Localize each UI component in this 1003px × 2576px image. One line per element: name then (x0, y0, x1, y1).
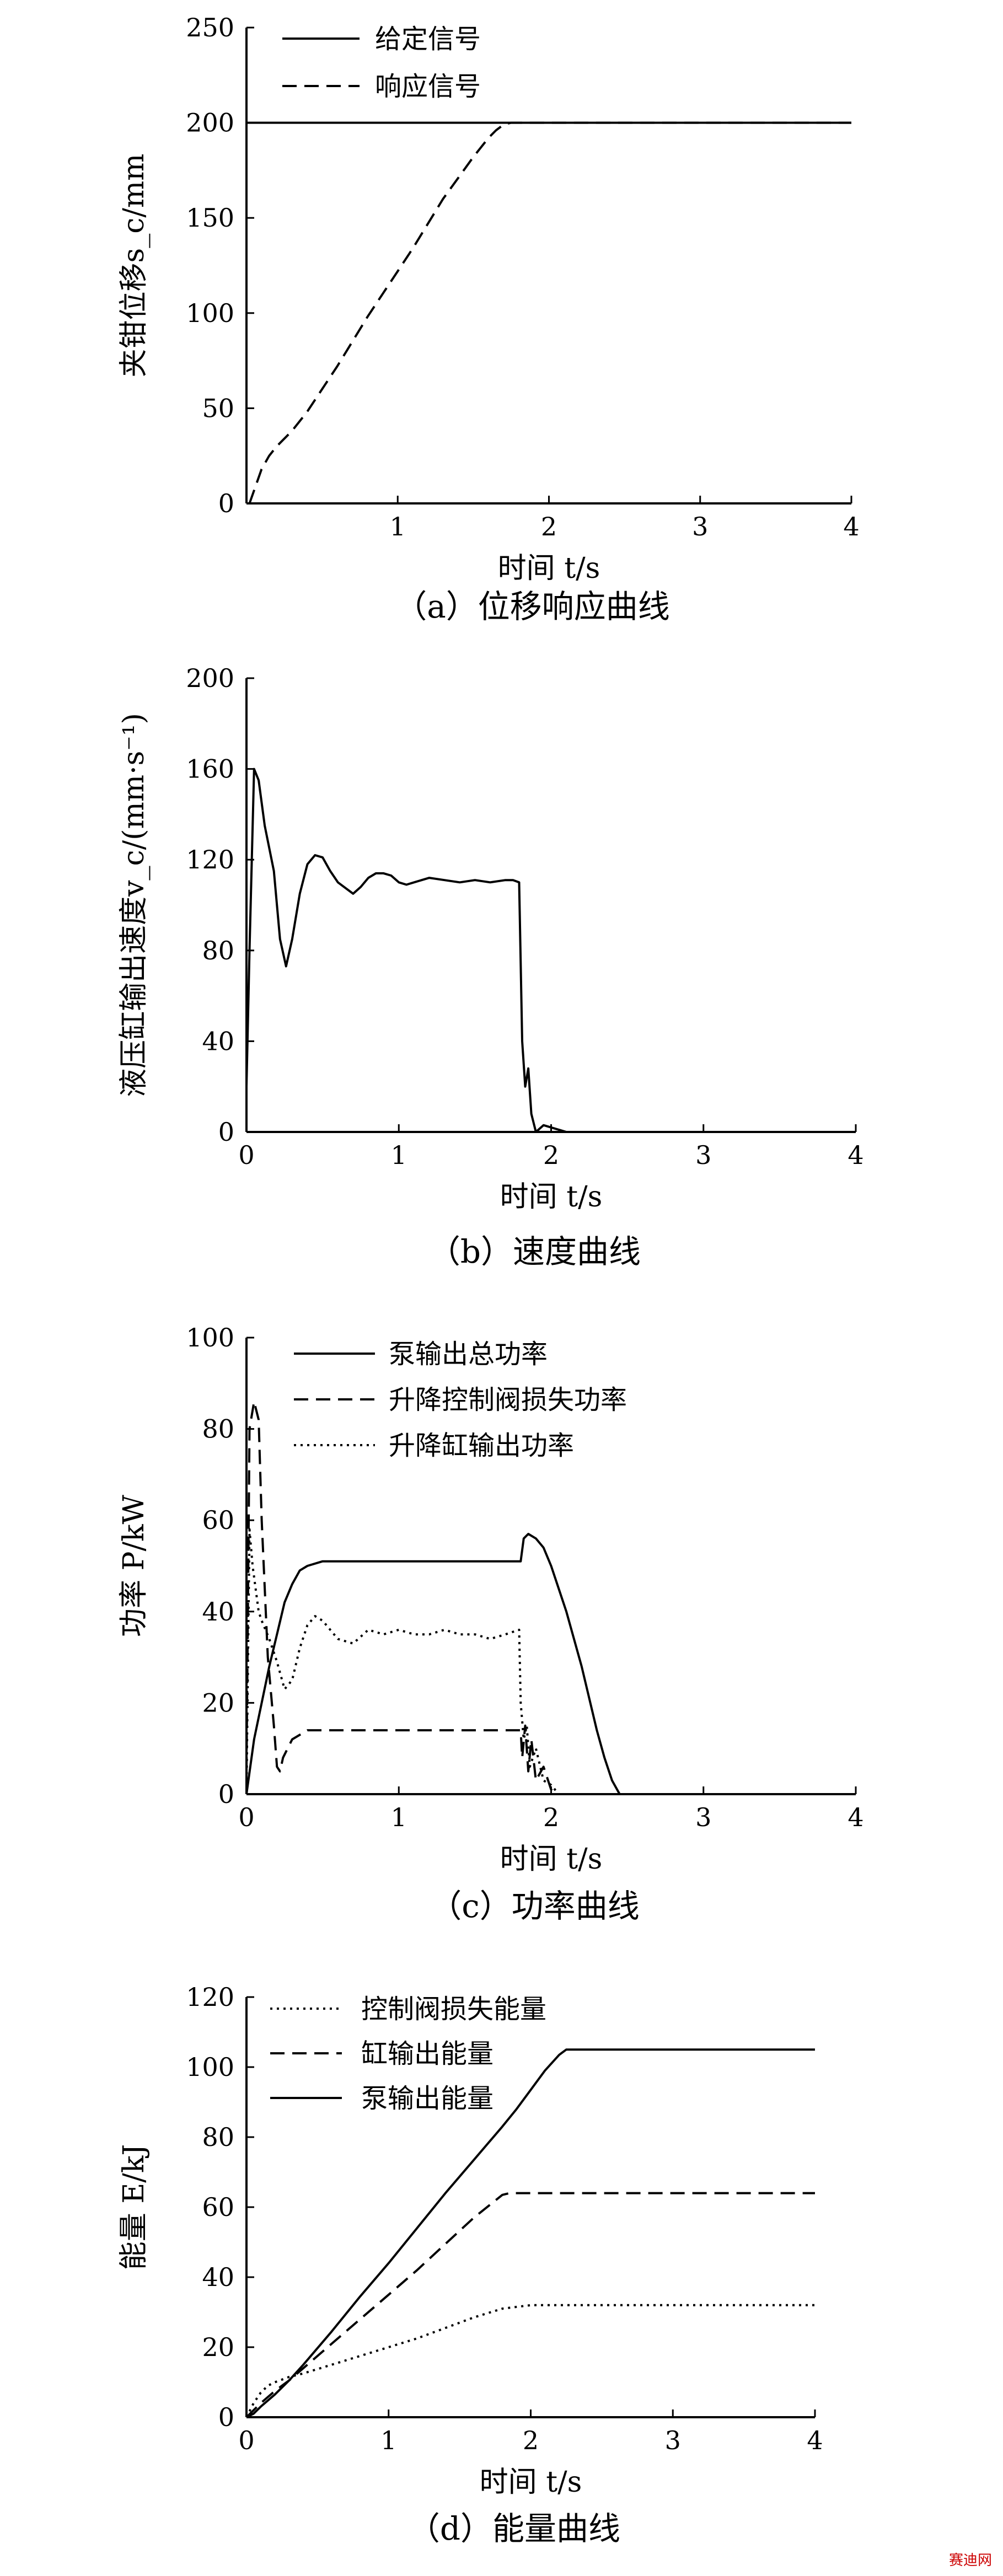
legend-entry: 泵输出总功率 (389, 1339, 548, 1370)
legend-entry: 升降缸输出功率 (389, 1430, 574, 1461)
x-tick-label: 4 (848, 1140, 863, 1170)
y-tick-label: 80 (202, 1414, 234, 1444)
y-tick-label: 100 (186, 2052, 234, 2082)
x-tick-label: 0 (238, 1140, 254, 1170)
x-tick-label: 1 (391, 1802, 407, 1832)
y-tick-label: 60 (202, 1505, 234, 1535)
series-line-1 (248, 121, 851, 504)
y-tick-label: 0 (218, 1779, 234, 1809)
series-line-0 (245, 1533, 856, 1795)
y-tick-label: 100 (186, 298, 234, 328)
legend-entry: 泵输出能量 (361, 2083, 494, 2114)
x-tick-label: 3 (665, 2425, 681, 2455)
legend-entry: 响应信号 (375, 71, 481, 102)
y-axis-label: 能量 E/kJ (117, 2144, 151, 2270)
y-tick-label: 20 (202, 2332, 234, 2362)
x-tick-label: 2 (543, 1140, 559, 1170)
series-line-2 (246, 2048, 815, 2418)
x-tick-label: 1 (380, 2425, 396, 2455)
x-tick-label: 3 (695, 1802, 711, 1832)
x-axis-label: 时间 t/s (500, 1180, 603, 1214)
x-axis-label: 时间 t/s (498, 552, 600, 585)
x-tick-label: 1 (391, 1140, 407, 1170)
figure-caption: （a）位移响应曲线 (395, 588, 670, 625)
y-tick-label: 60 (202, 2192, 234, 2222)
y-axis-label: 夹钳位移s_c/mm (117, 154, 151, 378)
chart-d: 0 20 40 60 80 100 120 0 1 2 3 4 控制阀损失能量缸输出能量泵输出能量时间 … (117, 1982, 823, 2547)
y-tick-label: 120 (186, 1982, 234, 2012)
x-tick-label: 3 (695, 1140, 711, 1170)
y-tick-label: 200 (186, 108, 234, 138)
figure-caption: （d）能量曲线 (408, 2510, 620, 2547)
x-axis-label: 时间 t/s (480, 2466, 582, 2499)
y-tick-label: 40 (202, 1597, 234, 1627)
x-tick-label: 2 (541, 512, 557, 541)
x-tick-label: 1 (390, 512, 406, 541)
y-tick-label: 0 (218, 1117, 234, 1147)
figure-caption: （c）功率曲线 (430, 1887, 639, 1925)
y-tick-label: 40 (202, 2262, 234, 2292)
series-line-1 (245, 2192, 815, 2418)
legend-entry: 升降控制阀损失功率 (389, 1384, 627, 1415)
y-tick-label: 20 (202, 1688, 234, 1718)
series-line-0 (245, 768, 856, 1133)
x-tick-label: 2 (543, 1802, 559, 1832)
y-tick-label: 100 (186, 1323, 234, 1353)
y-axis-label: 功率 P/kW (117, 1494, 151, 1637)
y-tick-label: 0 (218, 2402, 234, 2432)
y-tick-label: 250 (186, 13, 234, 42)
y-axis-label: 液压缸输出速度v_c/(mm·s⁻¹) (117, 713, 151, 1097)
y-tick-label: 80 (202, 2122, 234, 2152)
legend-entry: 缸输出能量 (361, 2038, 494, 2069)
x-tick-label: 4 (807, 2425, 823, 2455)
watermark-label: 赛迪网 (948, 2552, 992, 2569)
x-tick-label: 3 (692, 512, 708, 541)
y-tick-label: 40 (202, 1026, 234, 1056)
legend-entry: 给定信号 (375, 24, 481, 55)
legend-entry: 控制阀损失能量 (361, 1994, 546, 2025)
x-axis-label: 时间 t/s (500, 1843, 603, 1876)
x-tick-label: 0 (238, 1802, 254, 1832)
y-tick-label: 200 (186, 663, 234, 693)
x-tick-label: 4 (848, 1802, 863, 1832)
figure-caption: （b）速度曲线 (428, 1233, 641, 1270)
chart-b: 0 40 80 120 160 200 0 1 2 3 4 时间 t/s 液压缸输出速度v_c/(mm·… (117, 663, 864, 1270)
x-tick-label: 4 (843, 512, 859, 541)
chart-c: 0 20 40 60 80 100 0 1 2 3 4 泵输出总功率升降控制阀损失功率升降缸输出功率时… (117, 1323, 864, 1925)
x-tick-label: 0 (238, 2425, 254, 2455)
series-line-0 (245, 2304, 815, 2418)
y-tick-label: 120 (186, 845, 234, 874)
y-tick-label: 0 (218, 489, 234, 518)
y-tick-label: 160 (186, 754, 234, 784)
y-tick-label: 150 (186, 203, 234, 233)
y-tick-label: 50 (202, 393, 234, 423)
y-tick-label: 80 (202, 936, 234, 965)
x-tick-label: 2 (523, 2425, 539, 2455)
